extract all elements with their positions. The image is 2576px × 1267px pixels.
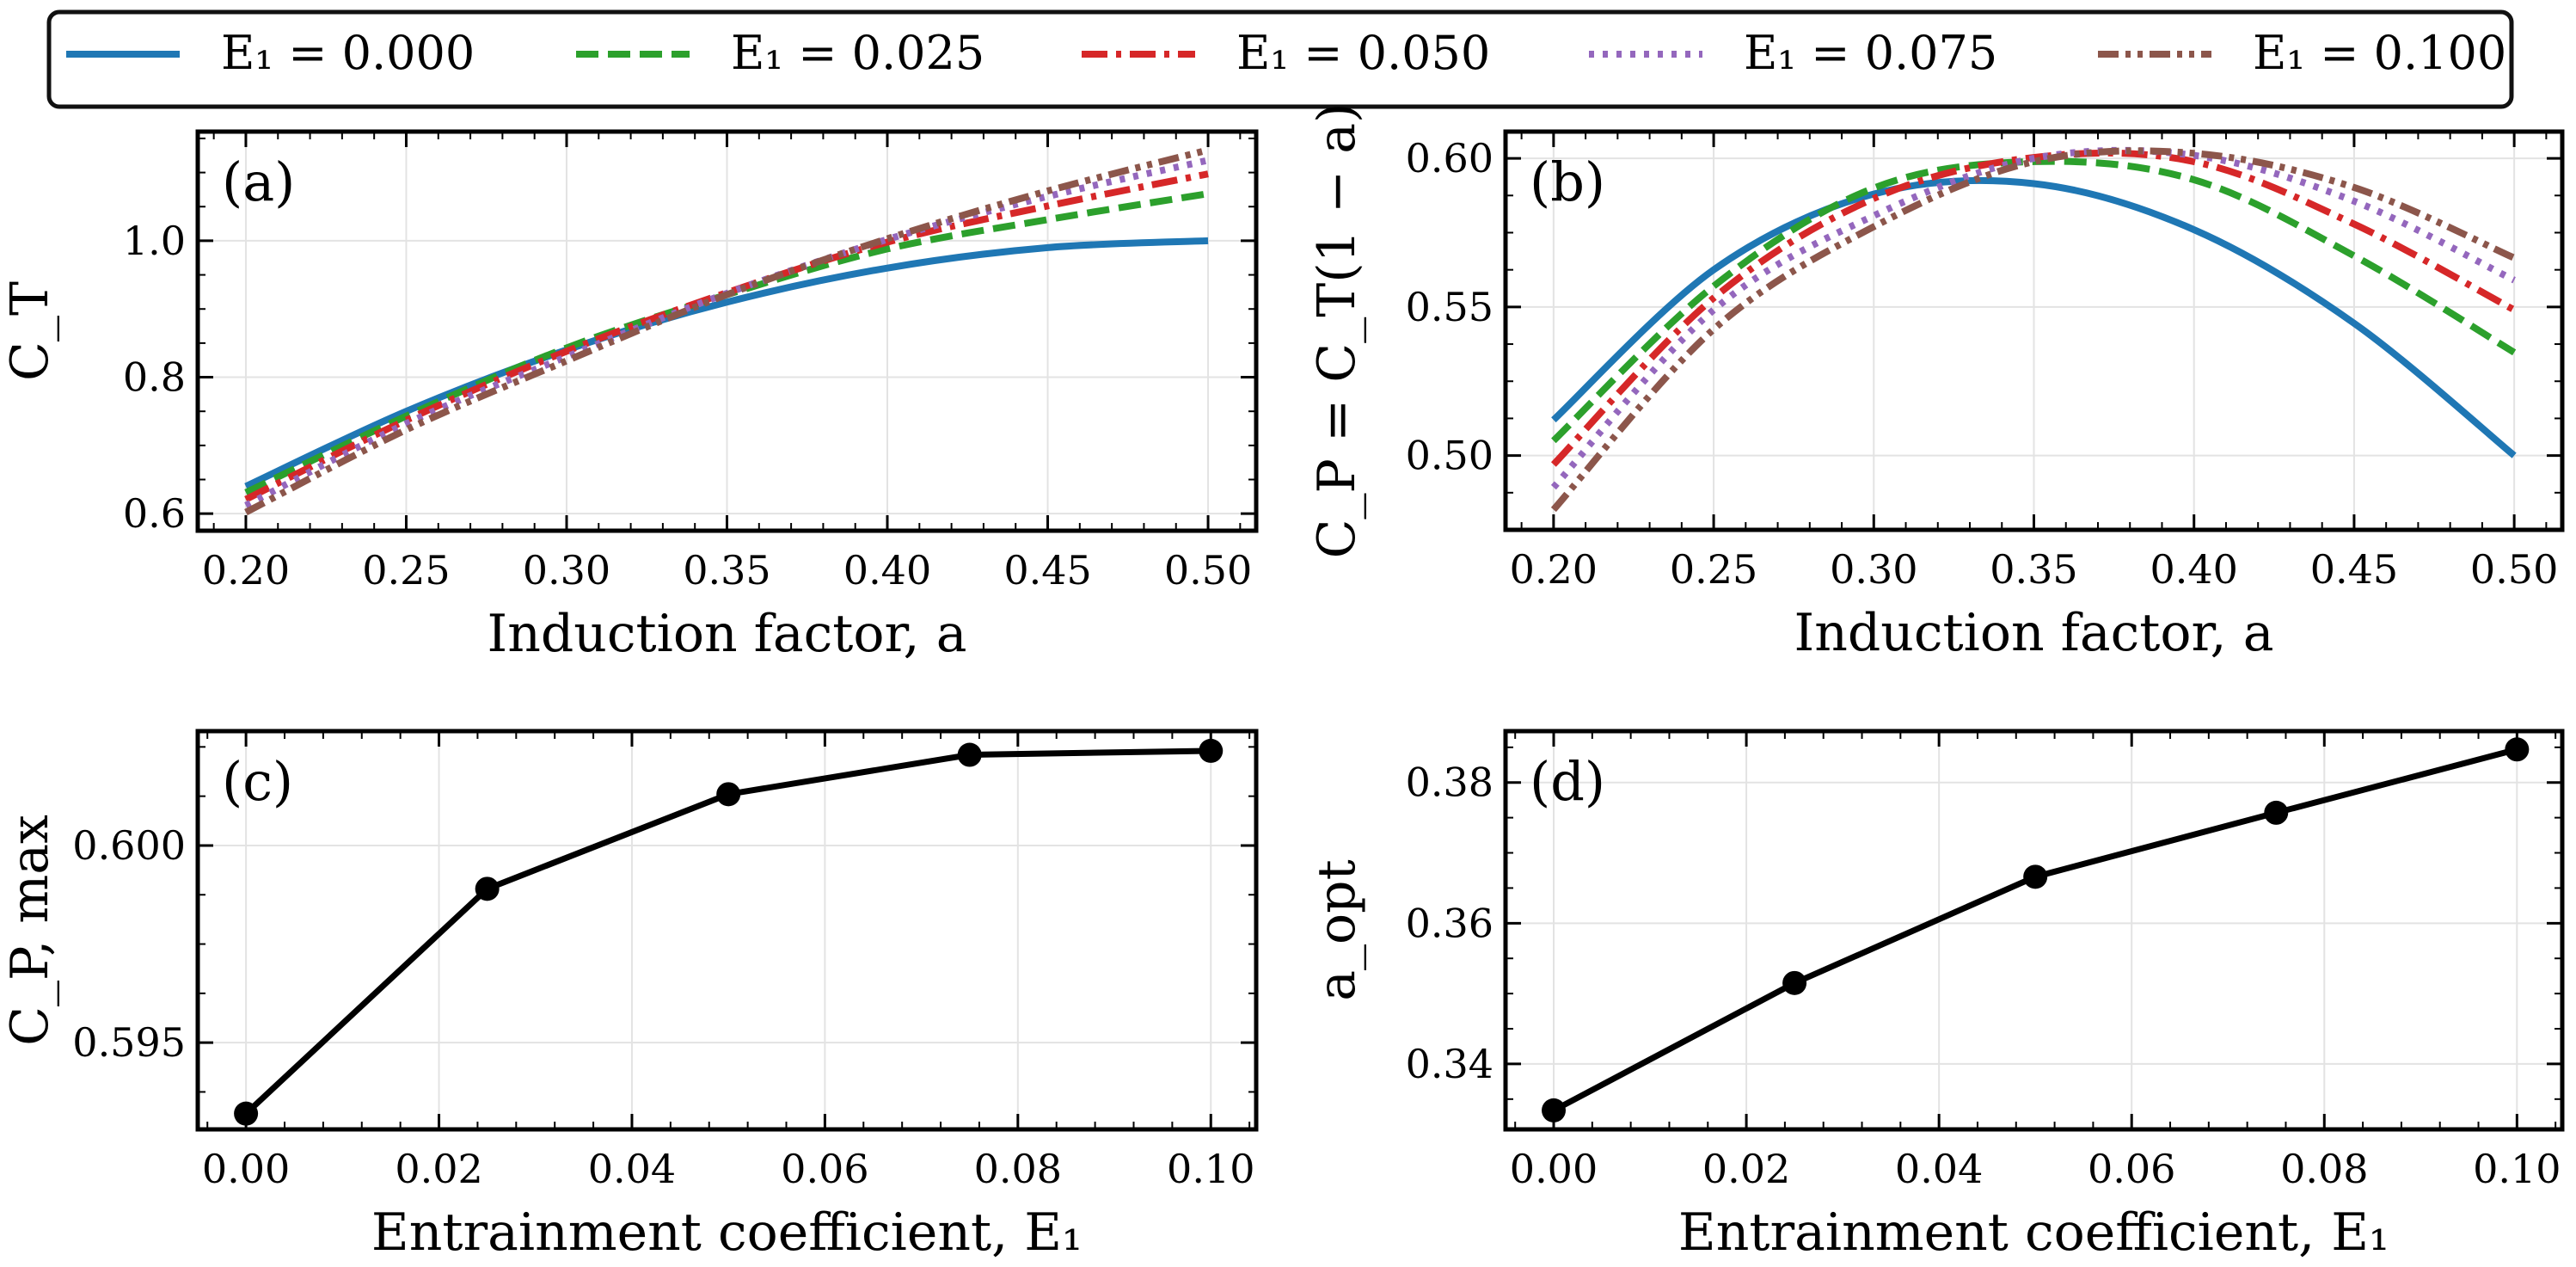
x-tick-label: 0.04 [588,1146,676,1192]
x-tick-label: 0.08 [2280,1146,2368,1192]
y-axis-label: a_opt [1307,859,1367,1000]
x-tick-label: 0.00 [1510,1146,1598,1192]
series-line-solid [1551,176,2517,458]
data-point [2023,864,2048,889]
series-line-dotted [1550,146,2516,490]
y-tick-label: 0.8 [123,354,186,401]
x-tick-label: 0.25 [1670,546,1757,593]
x-tick-label: 0.50 [2470,546,2558,593]
y-tick-label: 0.595 [72,1019,186,1066]
panel-label: (a) [222,151,295,213]
series-line-dashdotdot [244,146,1210,516]
legend-label: E₁ = 0.050 [1236,26,1490,80]
x-tick-label: 0.20 [1510,546,1598,593]
x-tick-label: 0.50 [1164,547,1252,594]
panel-label: (c) [222,750,293,813]
y-tick-label: 1.0 [123,218,186,264]
x-tick-label: 0.08 [974,1146,1062,1192]
panels: 0.20 0.25 0.30 0.35 0.40 0.45 0.50 0.6 0.8 1.0 Ind… [0,103,2565,1263]
panel-a: 0.20 0.25 0.30 0.35 0.40 0.45 0.50 0.6 0.8 1.0 Ind… [0,129,1259,664]
legend-label: E₁ = 0.100 [2253,26,2506,80]
panel-label: (b) [1530,151,1605,213]
legend-entry: E₁ = 0.075 [1589,26,1997,80]
data-point [1782,970,1807,995]
legend-entry: E₁ = 0.025 [576,26,984,80]
x-tick-label: 0.06 [781,1146,868,1192]
x-tick-label: 0.45 [1003,547,1091,594]
y-axis-label: C_T [0,281,60,381]
x-axis-label: Induction factor, a [1794,603,2274,663]
x-tick-label: 0.10 [2473,1146,2561,1192]
series-line-solid [244,237,1209,490]
x-tick-label: 0.30 [523,547,610,594]
y-axis-label: C_P, max [0,815,60,1046]
y-tick-label: 0.36 [1406,900,1493,946]
legend-frame [46,9,2514,109]
y-tick-label: 0.60 [1406,135,1493,181]
legend-label: E₁ = 0.075 [1744,26,1997,80]
x-axis-label: Entrainment coefficient, E₁ [371,1202,1083,1263]
data-point [1199,738,1224,763]
legend-entry: E₁ = 0.000 [66,26,475,80]
panel-d: 0.00 0.02 0.04 0.06 0.08 0.10 0.34 0.36 0.38 Entr… [1307,729,2565,1263]
panel-b: 0.20 0.25 0.30 0.35 0.40 0.45 0.50 0.50 0.55 0.60… [1307,103,2565,663]
series-line-dashdotdot [1550,147,2516,513]
data-point [1542,1098,1567,1122]
y-axis-label: C_P = C_T(1 − a) [1307,103,1367,559]
x-tick-label: 0.02 [1702,1146,1790,1192]
legend-entry: E₁ = 0.100 [2098,26,2506,80]
x-axis-label: Entrainment coefficient, E₁ [1678,1202,2389,1263]
y-tick-label: 0.600 [72,822,186,869]
legend-label: E₁ = 0.025 [731,26,984,80]
series-line [1552,746,2518,1114]
data-point [716,782,741,807]
x-tick-label: 0.25 [362,547,450,594]
y-tick-label: 0.34 [1406,1041,1493,1087]
x-tick-label: 0.35 [683,547,770,594]
y-tick-label: 0.6 [123,490,186,537]
x-tick-label: 0.40 [843,547,931,594]
x-tick-label: 0.10 [1167,1146,1254,1192]
x-tick-label: 0.06 [2088,1146,2175,1192]
axes-frame [195,729,1259,1132]
y-tick-label: 0.38 [1406,760,1493,806]
x-tick-label: 0.20 [202,547,290,594]
legend: E₁ = 0.000 E₁ = 0.025 E₁ = 0.050 E₁ = 0.075… [46,9,2514,109]
data-point [475,876,500,901]
legend-entry: E₁ = 0.050 [1082,26,1490,80]
y-tick-label: 0.55 [1406,284,1493,330]
x-axis-label: Induction factor, a [488,604,967,664]
data-point [2264,800,2289,825]
x-tick-label: 0.45 [2310,546,2398,593]
panel-label: (d) [1530,750,1605,813]
x-tick-label: 0.35 [1990,546,2077,593]
x-tick-label: 0.04 [1895,1146,1983,1192]
axes-frame [1503,729,2565,1132]
data-point [234,1101,259,1126]
legend-label: E₁ = 0.000 [221,26,475,80]
panel-c: 0.00 0.02 0.04 0.06 0.08 0.10 0.595 0.600 Entrai… [0,729,1259,1263]
x-tick-label: 0.30 [1830,546,1917,593]
data-point [2505,737,2530,762]
y-tick-label: 0.50 [1406,433,1493,479]
x-tick-label: 0.00 [202,1146,290,1192]
x-tick-label: 0.02 [395,1146,482,1192]
x-tick-label: 0.40 [2150,546,2238,593]
data-point [957,742,982,767]
